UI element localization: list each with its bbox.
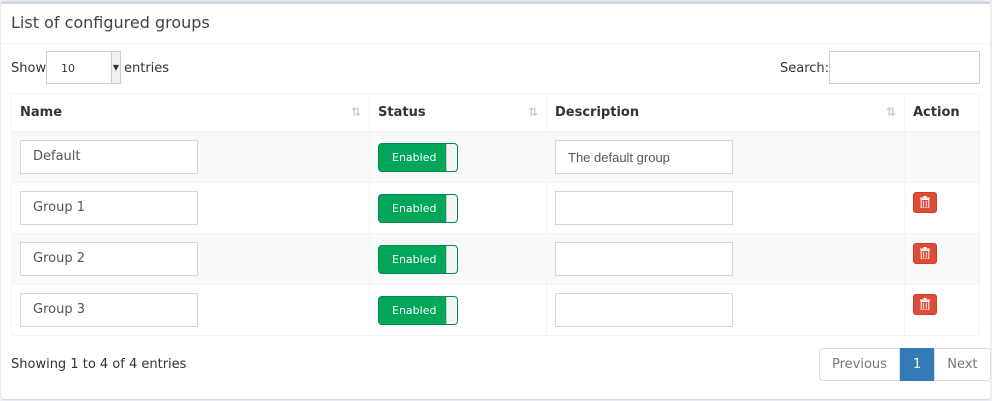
previous-button[interactable]: Previous bbox=[819, 348, 900, 381]
sort-icon: ⇅ bbox=[527, 105, 538, 119]
toggle-knob bbox=[446, 245, 457, 273]
sort-icon: ⇅ bbox=[350, 105, 361, 119]
group-name-input[interactable]: Group 3 bbox=[20, 293, 198, 327]
cell-name: Group 3 bbox=[11, 284, 370, 336]
toggle-label: Enabled bbox=[392, 303, 437, 317]
group-name-input[interactable]: Default bbox=[20, 140, 198, 175]
toggle-label: Enabled bbox=[392, 252, 437, 266]
table-row: Group 2 Enabled bbox=[11, 233, 980, 285]
cell-action bbox=[904, 284, 980, 336]
cell-description bbox=[546, 284, 905, 336]
group-name-input[interactable]: Group 2 bbox=[20, 242, 198, 276]
table-row: Group 3 Enabled bbox=[11, 284, 980, 336]
page-1-button[interactable]: 1 bbox=[899, 348, 935, 381]
toggle-label: Enabled bbox=[392, 201, 437, 215]
cell-description bbox=[546, 233, 905, 285]
column-name[interactable]: Name ⇅ bbox=[11, 93, 370, 133]
search-label: Search: bbox=[780, 61, 830, 76]
group-description-input[interactable] bbox=[555, 293, 733, 327]
delete-button[interactable] bbox=[913, 293, 937, 315]
delete-button[interactable] bbox=[913, 191, 937, 213]
column-label: Description bbox=[555, 104, 640, 120]
column-status[interactable]: Status ⇅ bbox=[369, 93, 547, 133]
next-button[interactable]: Next bbox=[934, 348, 991, 381]
status-toggle[interactable]: Enabled bbox=[378, 142, 458, 172]
cell-status: Enabled bbox=[369, 284, 547, 336]
column-label: Name bbox=[20, 104, 63, 120]
trash-icon bbox=[920, 196, 930, 208]
cell-description bbox=[546, 131, 905, 183]
toggle-knob bbox=[446, 143, 457, 171]
cell-name: Group 1 bbox=[11, 182, 370, 234]
column-label: Status bbox=[378, 104, 426, 120]
table-row: Default Enabled bbox=[11, 131, 980, 183]
table-info: Showing 1 to 4 of 4 entries bbox=[11, 357, 187, 372]
entries-value: 10 bbox=[61, 62, 75, 75]
cell-name: Default bbox=[11, 131, 370, 183]
dropdown-arrow-icon: ▼ bbox=[111, 52, 120, 83]
group-description-input[interactable] bbox=[555, 191, 733, 225]
cell-status: Enabled bbox=[369, 182, 547, 234]
group-name-input[interactable]: Group 1 bbox=[20, 191, 198, 225]
cell-name: Group 2 bbox=[11, 233, 370, 285]
cell-action bbox=[904, 233, 980, 285]
group-description-input[interactable] bbox=[555, 140, 733, 175]
box-title: List of configured groups bbox=[1, 4, 990, 44]
show-label: Show bbox=[11, 61, 47, 76]
pagination: Previous 1 Next bbox=[819, 348, 991, 381]
cell-status: Enabled bbox=[369, 131, 547, 183]
status-toggle[interactable]: Enabled bbox=[378, 244, 458, 274]
sort-icon: ⇅ bbox=[885, 105, 896, 119]
column-action: Action bbox=[904, 93, 980, 133]
entries-select[interactable]: 10 ▼ bbox=[46, 51, 121, 84]
cell-action bbox=[904, 182, 980, 234]
trash-icon bbox=[920, 298, 930, 310]
status-toggle[interactable]: Enabled bbox=[378, 295, 458, 325]
search-input[interactable] bbox=[829, 51, 980, 84]
column-label: Action bbox=[913, 104, 960, 120]
toggle-label: Enabled bbox=[392, 150, 437, 164]
trash-icon bbox=[920, 247, 930, 259]
status-toggle[interactable]: Enabled bbox=[378, 193, 458, 223]
cell-action bbox=[904, 131, 980, 183]
table-row: Group 1 Enabled bbox=[11, 182, 980, 234]
cell-description bbox=[546, 182, 905, 234]
entries-label: entries bbox=[124, 61, 170, 76]
groups-table: Name ⇅ Status ⇅ Description ⇅ Action Defaul… bbox=[11, 93, 980, 336]
cell-status: Enabled bbox=[369, 233, 547, 285]
toggle-knob bbox=[446, 296, 457, 324]
group-description-input[interactable] bbox=[555, 242, 733, 276]
column-description[interactable]: Description ⇅ bbox=[546, 93, 905, 133]
delete-button[interactable] bbox=[913, 242, 937, 264]
toggle-knob bbox=[446, 194, 457, 222]
